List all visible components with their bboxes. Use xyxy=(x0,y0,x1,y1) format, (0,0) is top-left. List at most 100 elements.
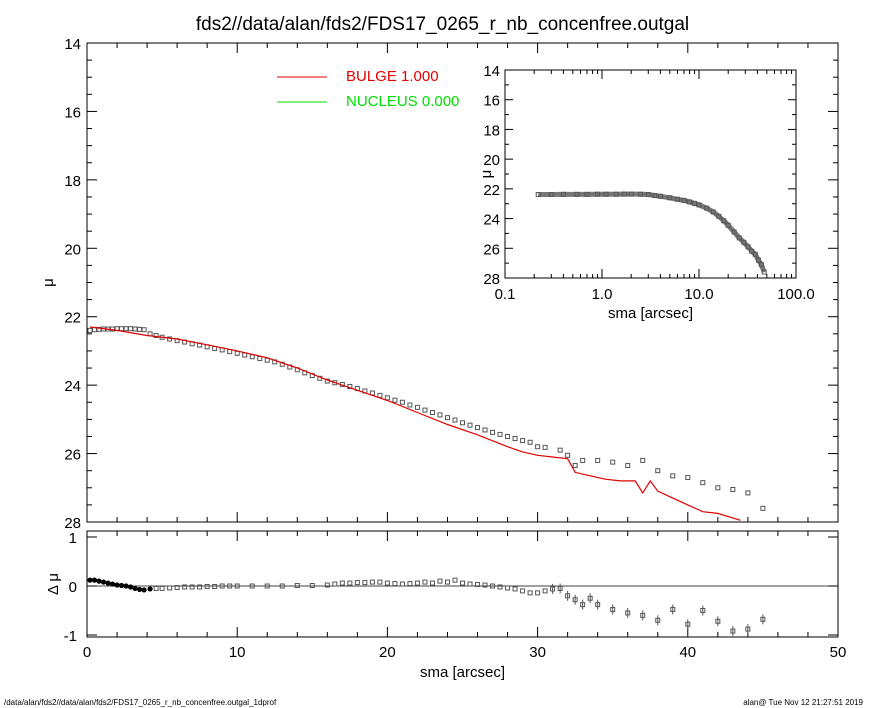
footer-file-path: /data/alan/fds2//data/alan/fds2/FDS17_02… xyxy=(4,698,277,707)
residual-xlabel: sma [arcsec] xyxy=(420,664,505,681)
residual-point xyxy=(167,585,173,591)
residual-xtick-label: 20 xyxy=(379,644,396,661)
residual-point xyxy=(384,580,390,586)
main-data-point xyxy=(87,327,93,333)
main-data-point xyxy=(444,415,450,421)
residual-point xyxy=(520,588,526,594)
main-plot-area xyxy=(87,326,766,521)
residual-point xyxy=(147,586,153,592)
residual-point xyxy=(174,584,180,590)
residual-ytick-label: 1 xyxy=(69,530,77,547)
residual-point xyxy=(505,585,511,591)
inset-data-point xyxy=(674,196,680,202)
residual-point xyxy=(105,580,111,586)
main-ytick-label: 14 xyxy=(64,36,81,53)
residual-point xyxy=(219,583,225,589)
residual-point xyxy=(114,582,120,588)
main-data-point xyxy=(565,452,571,458)
main-data-point xyxy=(535,444,541,450)
residual-point xyxy=(332,581,338,587)
main-data-point xyxy=(452,417,458,423)
main-data-point xyxy=(685,475,691,481)
residual-xtick-label: 50 xyxy=(830,644,847,661)
residual-point xyxy=(91,577,98,583)
main-ytick-label: 20 xyxy=(64,241,81,258)
inset-data-point xyxy=(535,192,541,198)
main-data-point xyxy=(625,463,631,469)
page-title: fds2//data/alan/fds2/FDS17_0265_r_nb_con… xyxy=(195,14,690,35)
main-data-point xyxy=(128,326,134,332)
inset-data-point xyxy=(574,191,580,197)
inset-ylabel: μ xyxy=(478,170,495,179)
inset-data-point xyxy=(704,205,710,211)
residual-point xyxy=(123,583,129,589)
inset-data-point xyxy=(725,222,731,228)
residual-point xyxy=(497,584,503,590)
residual-point xyxy=(512,586,518,592)
main-data-point xyxy=(512,436,518,442)
inset-data-point xyxy=(603,191,609,197)
residual-point xyxy=(227,583,233,589)
inset-panel: 14 16 18 20 22 24 26 280.1 1.0 10.0 100.0 sma [arcs… xyxy=(478,63,815,322)
main-data-point xyxy=(595,457,601,463)
inset-ytick-label: 24 xyxy=(483,212,500,229)
residual-point xyxy=(294,583,300,589)
main-ytick-label: 18 xyxy=(64,173,81,190)
main-data-point xyxy=(242,352,248,358)
inset-xtick-label: 0.1 xyxy=(495,286,516,303)
main-data-point xyxy=(141,327,147,333)
residual-point xyxy=(204,583,210,589)
residual-point xyxy=(444,579,450,585)
main-data-point xyxy=(153,333,159,339)
residual-point xyxy=(407,581,413,587)
main-data-point xyxy=(715,485,721,491)
residual-point xyxy=(132,585,138,592)
residual-point xyxy=(96,578,102,584)
residual-point xyxy=(189,584,195,590)
inset-ytick-label: 22 xyxy=(483,182,500,199)
main-data-point xyxy=(580,457,586,463)
main-data-point xyxy=(482,427,488,433)
residual-ytick-label: -1 xyxy=(64,628,77,645)
inset-data-point xyxy=(628,191,634,197)
residual-point xyxy=(309,583,315,589)
inset-data-point xyxy=(548,192,554,198)
inset-data-point xyxy=(749,248,755,254)
main-data-point xyxy=(123,326,129,332)
residual-point xyxy=(279,583,285,589)
residual-ylabel: Δ μ xyxy=(45,573,62,595)
inset-xlabel: sma [arcsec] xyxy=(608,305,693,322)
residual-point xyxy=(127,584,134,590)
residual-point xyxy=(377,579,383,585)
residual-point xyxy=(467,581,473,587)
main-ytick-label: 24 xyxy=(64,378,81,395)
main-data-point xyxy=(96,326,102,332)
residual-xtick-label: 0 xyxy=(83,644,91,661)
main-data-point xyxy=(119,326,125,332)
main-data-point xyxy=(497,431,503,437)
residual-point xyxy=(369,579,375,585)
residual-point xyxy=(527,590,533,596)
main-data-point xyxy=(557,447,563,453)
residual-point xyxy=(118,582,125,589)
residual-point xyxy=(249,583,255,589)
residual-point xyxy=(354,580,360,586)
residual-point xyxy=(324,582,330,588)
main-data-point xyxy=(460,420,465,426)
residual-point xyxy=(109,581,116,587)
main-data-point xyxy=(249,354,255,360)
main-ytick-label: 22 xyxy=(64,310,81,327)
footer-timestamp: alan@ Tue Nov 12 21:27:51 2019 xyxy=(743,698,863,707)
main-data-point xyxy=(407,402,413,408)
bulge-model-line xyxy=(89,326,741,521)
residual-point xyxy=(490,583,496,589)
main-data-point xyxy=(610,459,616,465)
main-data-point xyxy=(257,355,263,361)
main-data-point xyxy=(399,399,405,405)
main-data-point xyxy=(422,407,428,413)
inset-data-point xyxy=(613,191,619,197)
main-data-point xyxy=(572,463,578,469)
inset-data-point xyxy=(741,239,747,245)
residual-point xyxy=(347,580,353,586)
